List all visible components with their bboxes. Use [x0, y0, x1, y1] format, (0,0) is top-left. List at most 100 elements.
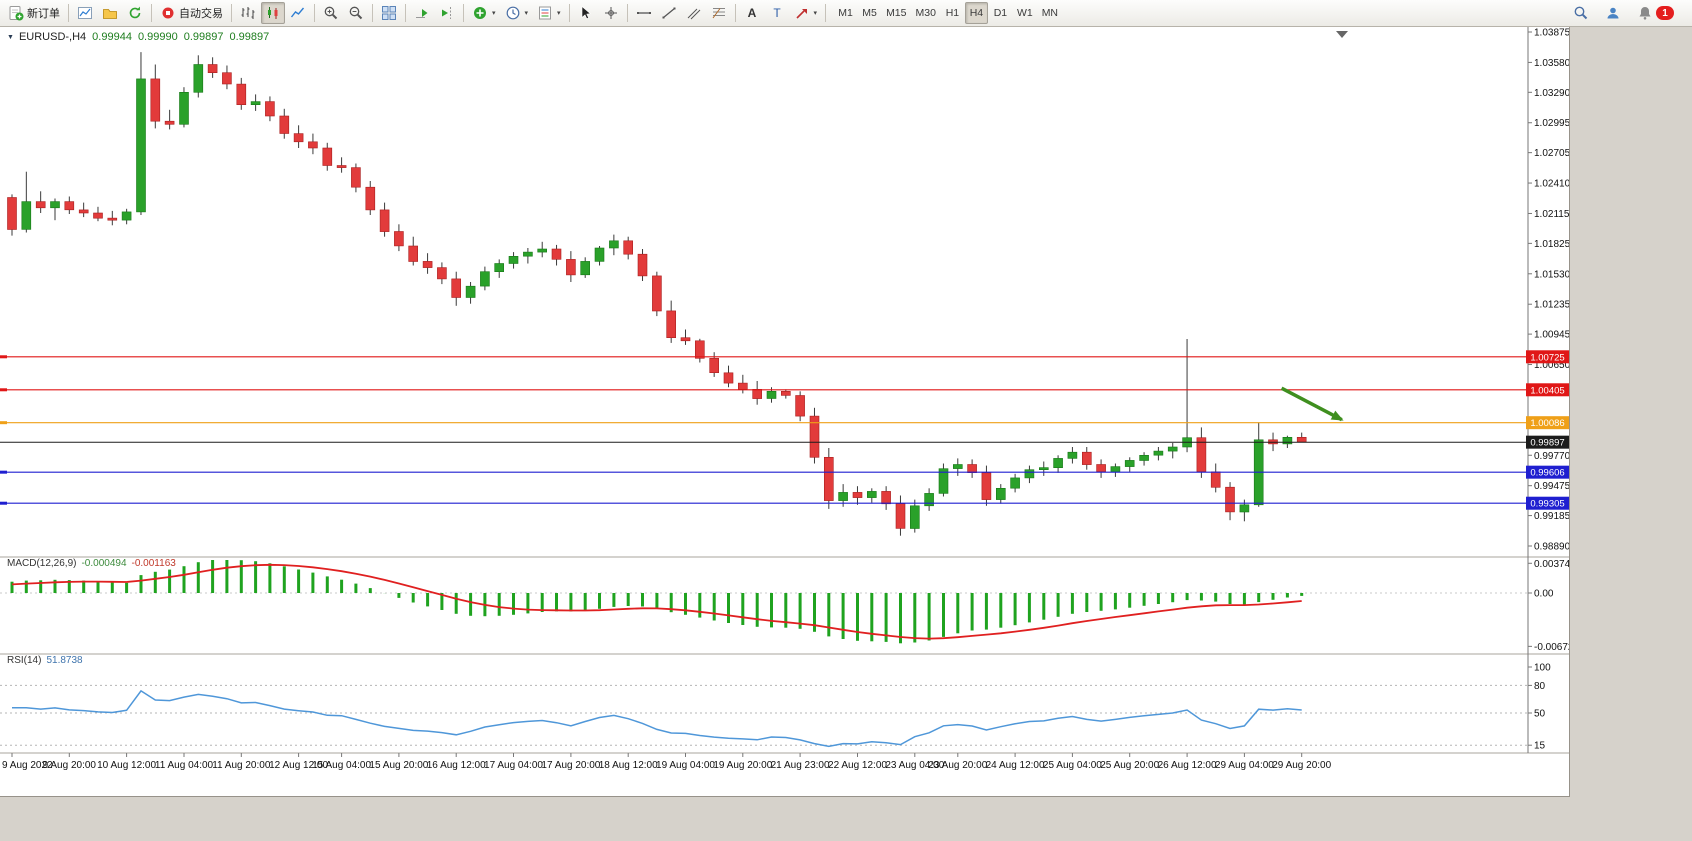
level-line-anchor: [0, 501, 7, 505]
profiles-icon: [102, 5, 118, 21]
candle: [637, 253, 648, 277]
axis-tick-label: 1.02115: [1534, 209, 1569, 220]
toolbar-separator: [231, 4, 232, 22]
timeframe-d1-button[interactable]: D1: [989, 2, 1012, 24]
candle: [35, 201, 46, 209]
candle: [164, 120, 175, 125]
timeframe-m5-button[interactable]: M5: [858, 2, 881, 24]
price-axis[interactable]: 1.03875 1.03580 1.03290 1.02995 1.02705 1.024…: [1526, 27, 1569, 753]
time-tick-label: 15 Aug 20:00: [369, 760, 428, 771]
text-label-button[interactable]: T: [765, 2, 789, 24]
autotrading-button[interactable]: 自动交易: [156, 2, 227, 24]
equidistant-channel-icon: [686, 5, 702, 21]
timeframe-m1-button[interactable]: M1: [834, 2, 857, 24]
candle: [1239, 504, 1250, 513]
search-button[interactable]: [1569, 2, 1593, 24]
candlestick-chart-button[interactable]: [261, 2, 285, 24]
timeframe-mn-button[interactable]: MN: [1038, 2, 1062, 24]
candle: [1153, 450, 1164, 456]
candle: [995, 487, 1006, 500]
axis-tick-label: 1.02705: [1534, 148, 1569, 159]
timeframe-h1-button[interactable]: H1: [941, 2, 964, 24]
candle: [709, 357, 720, 373]
candle: [207, 64, 218, 73]
svg-text:A: A: [747, 6, 756, 20]
templates-icon: [537, 5, 553, 21]
crosshair-button[interactable]: [599, 2, 623, 24]
chart-canvas[interactable]: 1.03875 1.03580 1.03290 1.02995 1.02705 1.024…: [0, 27, 1569, 796]
bar-chart-button[interactable]: [236, 2, 260, 24]
trend-arrow-annotation[interactable]: [1280, 386, 1344, 422]
zoom-out-button[interactable]: [344, 2, 368, 24]
chevron-down-icon: ▾: [492, 10, 496, 17]
toolbar-separator: [825, 4, 827, 22]
auto-scroll-icon: [414, 5, 430, 21]
new-order-button[interactable]: 新订单: [4, 2, 64, 24]
toolbar-separator: [568, 4, 570, 22]
candle: [895, 503, 906, 529]
timeframe-h4-button[interactable]: H4: [964, 2, 988, 24]
time-tick-label: 22 Aug 12:00: [828, 760, 887, 771]
tile-windows-icon: [381, 5, 397, 21]
time-tick-label: 9 Aug 20:00: [43, 760, 97, 771]
svg-text:T: T: [773, 6, 781, 20]
time-tick-label: 29 Aug 20:00: [1272, 760, 1331, 771]
periods-button[interactable]: ▾: [501, 2, 533, 24]
refresh-button[interactable]: [123, 2, 147, 24]
chevron-down-icon: ▾: [557, 10, 561, 17]
equidistant-channel-button[interactable]: [682, 2, 706, 24]
notifications-bell-icon: [1637, 5, 1653, 21]
timeframe-m30-button[interactable]: M30: [912, 2, 940, 24]
tile-windows-button[interactable]: [377, 2, 401, 24]
time-tick-label: 24 Aug 12:00: [986, 760, 1045, 771]
candle: [7, 197, 17, 230]
candle: [1139, 454, 1149, 461]
notifications-button[interactable]: 1: [1633, 2, 1678, 24]
autotrading-label: 自动交易: [179, 8, 223, 20]
rsi-pane: [12, 689, 1302, 748]
indicators-icon: [472, 5, 488, 21]
cursor-button[interactable]: [574, 2, 598, 24]
horizontal-line-button[interactable]: [632, 2, 656, 24]
rsi-line: [12, 689, 1302, 748]
candle: [93, 212, 103, 219]
price-badge-label: 0.99606: [1530, 468, 1564, 479]
time-tick-label: 12 Aug 12:00: [269, 760, 328, 771]
community-button[interactable]: [1601, 2, 1625, 24]
level-line-anchor: [0, 470, 7, 474]
profiles-button[interactable]: [98, 2, 122, 24]
timeframe-w1-button[interactable]: W1: [1013, 2, 1037, 24]
axis-tick-label: 1.03290: [1534, 88, 1569, 99]
time-tick-label: 25 Aug 04:00: [1043, 760, 1102, 771]
price-badge-label: 0.99897: [1530, 438, 1564, 449]
candle: [121, 211, 132, 221]
line-chart-button[interactable]: [286, 2, 310, 24]
axis-tick-label: 1.03875: [1534, 28, 1569, 39]
price-badge: [1526, 496, 1569, 510]
time-tick-label: 11 Aug 20:00: [212, 760, 271, 771]
indicators-button[interactable]: ▾: [468, 2, 500, 24]
arrows-button[interactable]: ▾: [790, 2, 822, 24]
price-badge: [1526, 350, 1569, 364]
price-badge-label: 0.99305: [1530, 499, 1564, 510]
auto-scroll-button[interactable]: [410, 2, 434, 24]
candle: [293, 133, 304, 143]
text-tool-button[interactable]: A: [740, 2, 764, 24]
chart-shift-button[interactable]: [435, 2, 459, 24]
time-tick-label: 15 Aug 04:00: [312, 760, 371, 771]
axis-tick-label: 15: [1534, 741, 1546, 752]
axis-tick-label: 0.99185: [1534, 511, 1569, 522]
new-chart-button[interactable]: [73, 2, 97, 24]
templates-button[interactable]: ▾: [533, 2, 565, 24]
candle: [1210, 471, 1221, 488]
candle: [537, 248, 548, 253]
price-badge: [1526, 416, 1569, 430]
candle: [408, 245, 419, 262]
fibonacci-button[interactable]: [707, 2, 731, 24]
candle: [1196, 437, 1207, 473]
timeframe-m15-button[interactable]: M15: [882, 2, 910, 24]
zoom-in-button[interactable]: [319, 2, 343, 24]
search-icon: [1573, 5, 1589, 21]
trendline-button[interactable]: [657, 2, 681, 24]
